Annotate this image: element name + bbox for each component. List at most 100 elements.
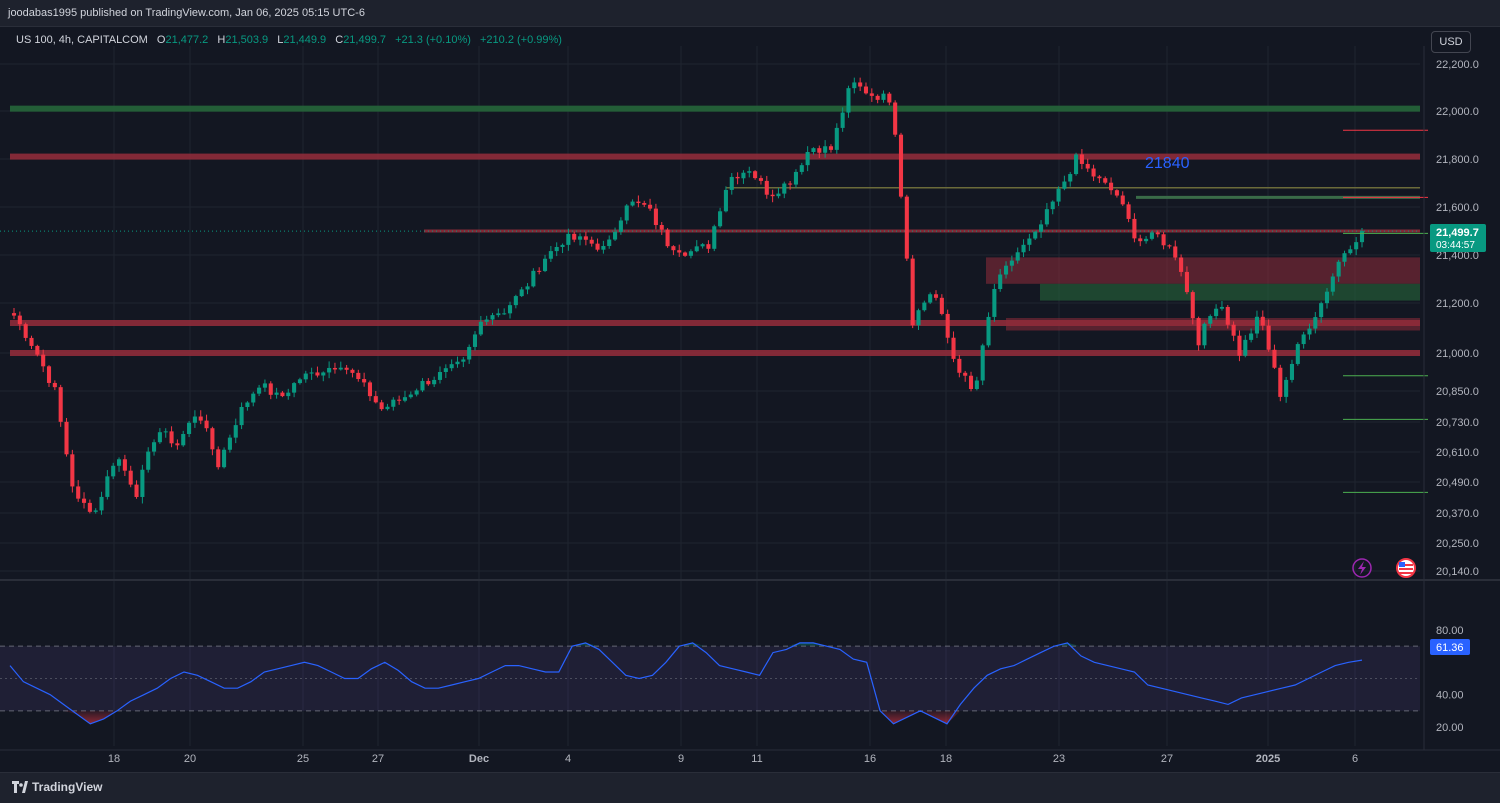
candle-body — [1062, 181, 1067, 189]
candle — [741, 170, 746, 184]
candle — [175, 439, 180, 450]
candle — [1003, 261, 1009, 279]
price-axis-tick: 20,140.0 — [1436, 566, 1479, 578]
candle — [198, 410, 203, 425]
candle-body — [414, 390, 419, 395]
candle — [432, 376, 437, 387]
candle-body — [601, 246, 606, 250]
candle-body — [23, 324, 28, 338]
candle — [502, 308, 507, 315]
candle-body — [607, 239, 612, 247]
candle — [1179, 254, 1184, 277]
candle — [916, 308, 921, 330]
candle — [823, 140, 828, 158]
candle-body — [262, 383, 267, 388]
candle — [951, 331, 956, 363]
candle-body — [507, 305, 513, 314]
candle-body — [181, 433, 186, 446]
candle-body — [315, 372, 320, 376]
candle — [828, 144, 834, 153]
candle — [1330, 273, 1335, 296]
candle — [192, 410, 197, 428]
candle-body — [1044, 209, 1049, 225]
candle — [898, 132, 904, 199]
lightning-icon[interactable] — [1352, 558, 1372, 578]
candle — [677, 244, 682, 257]
candle — [99, 491, 104, 515]
candle-body — [904, 196, 909, 259]
candle-body — [554, 246, 559, 252]
chart-area[interactable]: 22,200.0 22,000.0 21,800.0 21,600.0 21,400.0… — [0, 26, 1500, 772]
candle — [443, 364, 448, 378]
candle-body — [793, 171, 798, 185]
candle-body — [402, 397, 408, 401]
candle — [292, 382, 297, 398]
candle-body — [1289, 363, 1295, 380]
candle-body — [788, 183, 793, 185]
candle-body — [52, 382, 57, 388]
candle — [152, 439, 157, 456]
candle-body — [41, 354, 46, 367]
candle — [181, 430, 186, 447]
us-flag-icon[interactable] — [1396, 558, 1416, 578]
candle-body — [373, 396, 378, 403]
candle — [671, 245, 676, 256]
candle-body — [653, 208, 658, 226]
candle-body — [630, 201, 635, 206]
candle-body — [146, 451, 151, 470]
candle-body — [426, 380, 431, 385]
candle — [274, 387, 279, 399]
candle-body — [356, 372, 361, 380]
candle-body — [1295, 344, 1300, 364]
candle — [1231, 321, 1236, 342]
candle — [910, 255, 915, 329]
candle — [111, 462, 116, 480]
candle — [1161, 231, 1166, 250]
candle-body — [531, 270, 536, 287]
candle — [537, 267, 542, 275]
candle-body — [1068, 174, 1073, 182]
candle-body — [1319, 303, 1324, 318]
candle-body — [811, 148, 816, 153]
candle-body — [157, 432, 162, 443]
candle-body — [274, 392, 279, 395]
candle — [163, 428, 168, 438]
candle-body — [1196, 318, 1201, 346]
candle — [992, 283, 997, 322]
candle-body — [659, 225, 664, 230]
candle-body — [1138, 238, 1143, 242]
candle — [583, 231, 588, 246]
annotation-label: 21840 — [1145, 155, 1190, 172]
candle-body — [852, 82, 857, 89]
time-axis-tick: 16 — [864, 753, 876, 765]
candle-body — [490, 315, 495, 320]
candle-body — [210, 428, 215, 450]
candle — [385, 403, 390, 411]
footer: TradingView — [0, 772, 1500, 803]
candle — [542, 254, 548, 273]
candle — [391, 397, 396, 411]
candle — [426, 378, 431, 386]
candle-body — [1348, 249, 1353, 254]
candle-body — [1021, 244, 1026, 253]
candle-body — [729, 176, 734, 190]
currency-button[interactable]: USD — [1431, 31, 1471, 53]
candle-body — [461, 359, 466, 362]
candle-body — [303, 373, 308, 380]
candle — [1120, 191, 1125, 206]
candle-body — [1254, 316, 1260, 334]
candle — [1254, 310, 1260, 339]
candle-body — [175, 443, 180, 446]
order-block-red — [1006, 318, 1420, 331]
candle — [373, 391, 378, 404]
candle — [922, 300, 927, 312]
candle — [1354, 237, 1359, 256]
candle — [933, 290, 939, 301]
candle-body — [945, 313, 950, 338]
candle-body — [239, 407, 244, 426]
price-axis-tick: 20,610.0 — [1436, 447, 1479, 459]
candle-body — [286, 392, 291, 397]
candle-body — [280, 392, 285, 397]
candle-body — [1167, 245, 1172, 247]
candle-body — [81, 498, 87, 503]
